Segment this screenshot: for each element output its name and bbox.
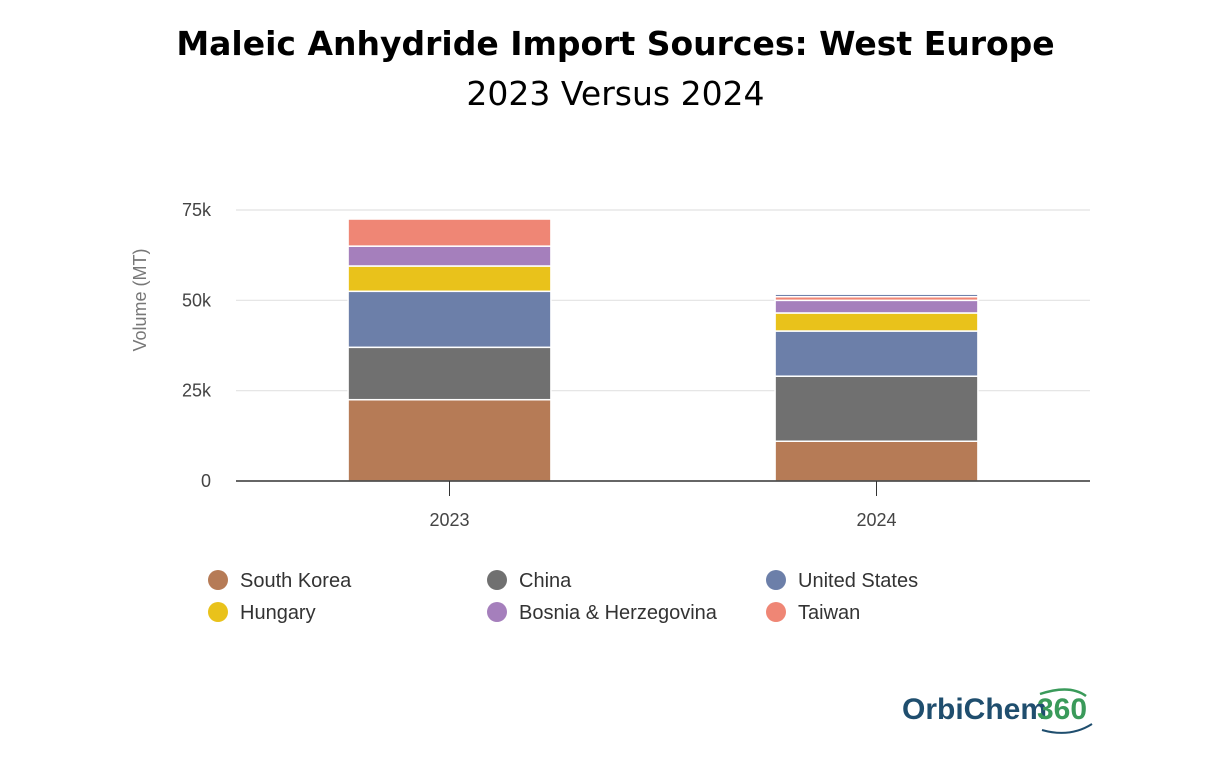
legend-item[interactable]: South Korea bbox=[208, 570, 352, 592]
legend-item[interactable]: Hungary bbox=[208, 602, 316, 624]
legend-marker bbox=[487, 602, 507, 622]
bar-segment-china-2024 bbox=[774, 375, 979, 443]
y-tick-label: 75k bbox=[182, 200, 212, 220]
legend-label: United States bbox=[798, 570, 918, 592]
legend-item[interactable]: Bosnia & Herzegovina bbox=[487, 602, 718, 624]
y-tick-label: 0 bbox=[201, 471, 211, 491]
bar-segment-bosnia-herzegovina-2024 bbox=[774, 299, 979, 314]
legend-marker bbox=[766, 602, 786, 622]
bar-segment-taiwan-2023 bbox=[347, 218, 552, 247]
y-axis-label: Volume (MT) bbox=[130, 248, 150, 351]
legend-label: South Korea bbox=[240, 570, 352, 592]
axes: 0 25k 50k 75k 2023 2024 bbox=[182, 200, 1090, 530]
legend-label: Hungary bbox=[240, 602, 316, 624]
legend-marker bbox=[208, 570, 228, 590]
bar-segment-hungary-2024 bbox=[774, 312, 979, 332]
chart-subtitle: 2023 Versus 2024 bbox=[466, 74, 765, 113]
x-tick-label: 2023 bbox=[429, 510, 469, 530]
logo-text-accent: 360 bbox=[1037, 693, 1087, 726]
bar-segment-south-korea-2023 bbox=[347, 398, 552, 482]
legend-label: China bbox=[519, 570, 572, 592]
bar-segment-united-states-2024 bbox=[774, 330, 979, 377]
y-tick-label: 25k bbox=[182, 381, 212, 401]
legend-label: Bosnia & Herzegovina bbox=[519, 602, 718, 624]
legend: South Korea China United States Hungary Bosn… bbox=[208, 570, 918, 624]
legend-item[interactable]: Taiwan bbox=[766, 602, 860, 624]
bar-segment-south-korea-2024 bbox=[774, 440, 979, 482]
bar-segment-hungary-2023 bbox=[347, 265, 552, 293]
orbichem360-logo: OrbiChem 360 bbox=[902, 688, 1093, 734]
legend-marker bbox=[487, 570, 507, 590]
y-tick-label: 50k bbox=[182, 290, 212, 310]
bar-segment-other-2024 bbox=[774, 293, 979, 298]
legend-item[interactable]: China bbox=[487, 570, 572, 592]
chart-title: Maleic Anhydride Import Sources: West Eu… bbox=[176, 24, 1055, 63]
logo-text-main: OrbiChem bbox=[902, 693, 1047, 726]
legend-item[interactable]: United States bbox=[766, 570, 918, 592]
x-tick-label: 2024 bbox=[856, 510, 896, 530]
legend-label: Taiwan bbox=[798, 602, 860, 624]
bar-segment-united-states-2023 bbox=[347, 290, 552, 349]
bars bbox=[347, 218, 979, 482]
legend-marker bbox=[208, 602, 228, 622]
bar-segment-china-2023 bbox=[347, 346, 552, 401]
bar-segment-bosnia-herzegovina-2023 bbox=[347, 245, 552, 267]
logo-swoosh-icon bbox=[1041, 723, 1093, 734]
legend-marker bbox=[766, 570, 786, 590]
logo-swoosh-icon bbox=[1039, 688, 1087, 698]
